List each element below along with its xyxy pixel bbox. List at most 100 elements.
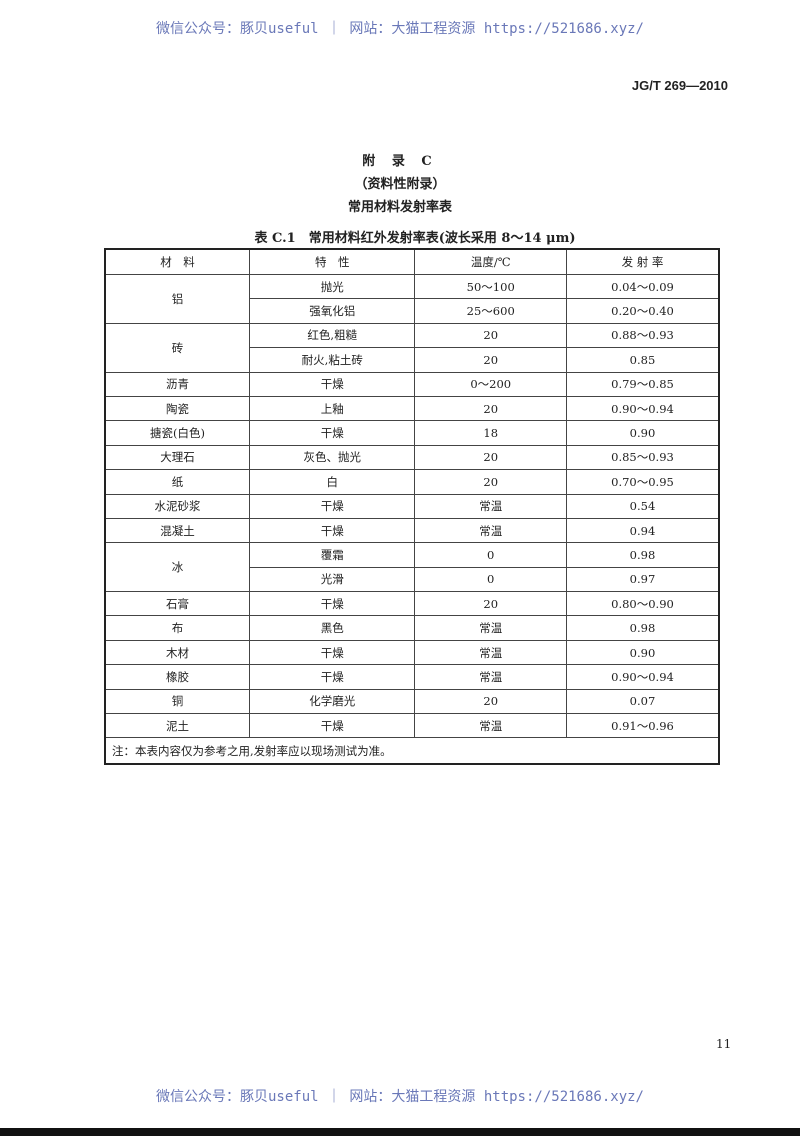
cell-temperature: 20 (414, 347, 567, 373)
cell-material: 铜 (104, 688, 251, 715)
cell-property: 耐火,粘土砖 (249, 347, 416, 373)
cell-temperature: 25～600 (414, 298, 567, 324)
cell-temperature: 20 (414, 322, 567, 349)
table-row: 大理石 灰色、抛光 20 0.85～0.93 (104, 444, 720, 471)
watermark-top: 微信公众号：豚贝useful ｜ 网站：大猫工程资源 https://52168… (155, 21, 644, 37)
table-row: 砖红色,粗糙 20 0.88～0.93 (104, 322, 720, 373)
cell-emissivity: 0.98 (565, 615, 720, 641)
cell-material: 砖 (104, 322, 251, 373)
cell-emissivity: 0.85 (565, 347, 720, 373)
cell-property: 干燥 (249, 591, 416, 617)
cell-property: 红色,粗糙 (249, 322, 416, 349)
table-row: 陶瓷 上釉 20 0.90～0.94 (104, 395, 720, 422)
cell-material: 陶瓷 (104, 395, 251, 422)
cell-emissivity: 0.90～0.94 (565, 395, 720, 422)
cell-temperature: 20 (414, 444, 567, 471)
header-emissivity: 发 射 率 (565, 248, 720, 275)
header-temperature: 温度/℃ (414, 248, 567, 275)
cell-material: 冰 (104, 542, 251, 593)
table-header-row: 材 料 特 性 温度/℃ 发 射 率 (104, 248, 720, 275)
cell-temperature: 20 (414, 469, 567, 495)
appendix-subtitle: （资料性附录） (354, 177, 446, 192)
cell-emissivity: 0.94 (565, 517, 720, 544)
cell-material: 大理石 (104, 444, 251, 471)
cell-property: 化学磨光 (249, 688, 416, 715)
cell-property: 黑色 (249, 615, 416, 641)
cell-temperature: 常温 (414, 615, 567, 641)
cell-emissivity: 0.90 (565, 420, 720, 446)
cell-material: 混凝土 (104, 517, 251, 544)
cell-property: 干燥 (249, 664, 416, 690)
cell-property: 干燥 (249, 371, 416, 397)
cell-temperature: 20 (414, 688, 567, 715)
cell-emissivity: 0.79～0.85 (565, 371, 720, 397)
table-row: 耐火,粘土砖 20 0.85 (105, 347, 720, 373)
page-number: 11 (716, 1037, 732, 1051)
appendix-title: 附 录 C (362, 154, 438, 169)
table-row: 强氧化铝 25～600 0.20～0.40 (105, 298, 720, 324)
cell-property: 上釉 (249, 395, 416, 422)
cell-material: 木材 (104, 639, 251, 666)
cell-material: 泥土 (104, 713, 251, 739)
cell-temperature: 20 (414, 395, 567, 422)
cell-property: 灰色、抛光 (249, 444, 416, 471)
cell-emissivity: 0.98 (565, 542, 720, 568)
cell-material: 沥青 (104, 371, 251, 397)
table-row: 铜化学磨光 20 0.07 (104, 688, 720, 715)
table-row: 混凝土 干燥 常温 0.94 (104, 517, 720, 544)
cell-temperature: 50～100 (414, 273, 567, 300)
cell-material: 搪瓷(白色) (104, 420, 251, 446)
scan-edge (0, 1128, 800, 1136)
cell-temperature: 常温 (414, 493, 567, 519)
table-caption: 表 C.1 常用材料红外发射率表(波长采用 8～14 μm) (254, 231, 576, 246)
table-row: 泥土 干燥 常温 0.91～0.96 (104, 713, 720, 739)
cell-emissivity: 0.70～0.95 (565, 469, 720, 495)
cell-emissivity: 0.54 (565, 493, 720, 519)
cell-emissivity: 0.07 (565, 688, 720, 715)
table-row: 光滑 0 0.97 (105, 566, 720, 593)
cell-emissivity: 0.80～0.90 (565, 591, 720, 617)
cell-emissivity: 0.04～0.09 (565, 273, 720, 300)
cell-property: 干燥 (249, 713, 416, 739)
cell-emissivity: 0.97 (565, 566, 720, 593)
cell-emissivity: 0.90 (565, 639, 720, 666)
cell-temperature: 常温 (414, 664, 567, 690)
cell-material: 石膏 (104, 591, 251, 617)
cell-property: 干燥 (249, 493, 416, 519)
table-row: 搪瓷(白色) 干燥 18 0.90 (104, 420, 720, 446)
cell-property: 抛光 (249, 273, 416, 300)
cell-material: 水泥砂浆 (104, 493, 251, 519)
table-row: 橡胶 干燥 常温 0.90～0.94 (104, 664, 720, 690)
cell-emissivity: 0.91～0.96 (565, 713, 720, 739)
cell-material: 纸 (104, 469, 251, 495)
cell-temperature: 常温 (414, 517, 567, 544)
cell-emissivity: 0.90～0.94 (565, 664, 720, 690)
cell-temperature: 常温 (414, 639, 567, 666)
table-row: 纸白 20 0.70～0.95 (104, 469, 720, 495)
table-note-row: 注：本表内容仅为参考之用,发射率应以现场测试为准。 (104, 737, 720, 765)
table-row: 水泥砂浆 干燥 常温 0.54 (104, 493, 720, 519)
cell-property: 干燥 (249, 517, 416, 544)
watermark-bottom: 微信公众号：豚贝useful ｜ 网站：大猫工程资源 https://52168… (155, 1089, 644, 1105)
cell-temperature: 常温 (414, 713, 567, 739)
header-material: 材 料 (104, 248, 251, 275)
cell-material: 橡胶 (104, 664, 251, 690)
table-row: 沥青 干燥 0～200 0.79～0.85 (104, 371, 720, 397)
table-row: 木材 干燥 常温 0.90 (104, 639, 720, 666)
cell-property: 覆霜 (249, 542, 416, 568)
table-row: 布黑色 常温 0.98 (104, 615, 720, 641)
table-note: 注：本表内容仅为参考之用,发射率应以现场测试为准。 (104, 737, 720, 765)
cell-material: 铝 (104, 274, 251, 324)
cell-property: 白 (249, 469, 416, 495)
cell-temperature: 20 (414, 591, 567, 617)
cell-temperature: 0 (414, 566, 567, 593)
cell-property: 强氧化铝 (249, 298, 416, 324)
cell-emissivity: 0.20～0.40 (565, 298, 720, 324)
standard-number: JG/T 269—2010 (631, 78, 728, 93)
table-row: 铝抛光 50～100 0.04～0.09 (104, 273, 720, 324)
table-row: 石膏 干燥 20 0.80～0.90 (104, 591, 720, 617)
cell-material: 布 (104, 615, 251, 641)
header-property: 特 性 (249, 248, 416, 275)
appendix-heading: 常用材料发射率表 (347, 200, 452, 215)
